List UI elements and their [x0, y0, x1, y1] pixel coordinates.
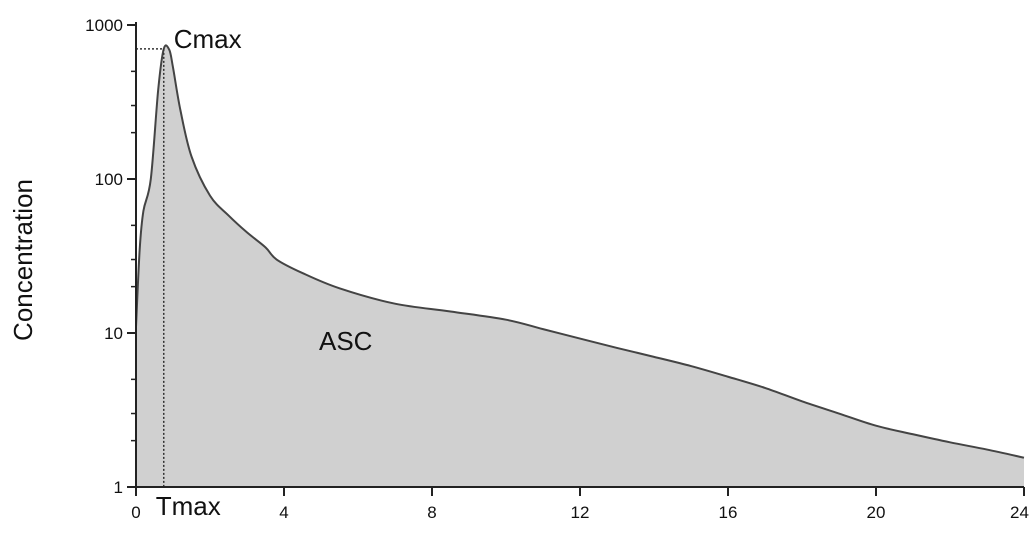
- cmax-label: Cmax: [174, 24, 242, 54]
- concentration-curve: [135, 44, 1025, 459]
- area-label: ASC: [319, 326, 372, 356]
- x-tick-label: 0: [131, 503, 140, 522]
- x-tick-label: 16: [719, 503, 738, 522]
- x-tick-label: 20: [867, 503, 886, 522]
- area-under-curve: [136, 45, 1024, 488]
- y-axis-title: Concentration: [8, 179, 38, 341]
- y-tick-label: 10: [104, 324, 123, 343]
- x-tick-label: 8: [427, 503, 436, 522]
- y-tick-label: 1: [114, 478, 123, 497]
- x-tick-label: 4: [279, 503, 288, 522]
- plot-area: [135, 44, 1025, 488]
- x-tick-label: 24: [1010, 503, 1029, 522]
- y-tick-label: 100: [95, 170, 123, 189]
- y-axis: 1 10 100 1000: [85, 16, 137, 497]
- tmax-label: Tmax: [156, 491, 221, 521]
- y-tick-label: 1000: [85, 16, 123, 35]
- x-tick-label: 12: [571, 503, 590, 522]
- x-axis: 0 4 8 12 16 20 24: [131, 486, 1029, 522]
